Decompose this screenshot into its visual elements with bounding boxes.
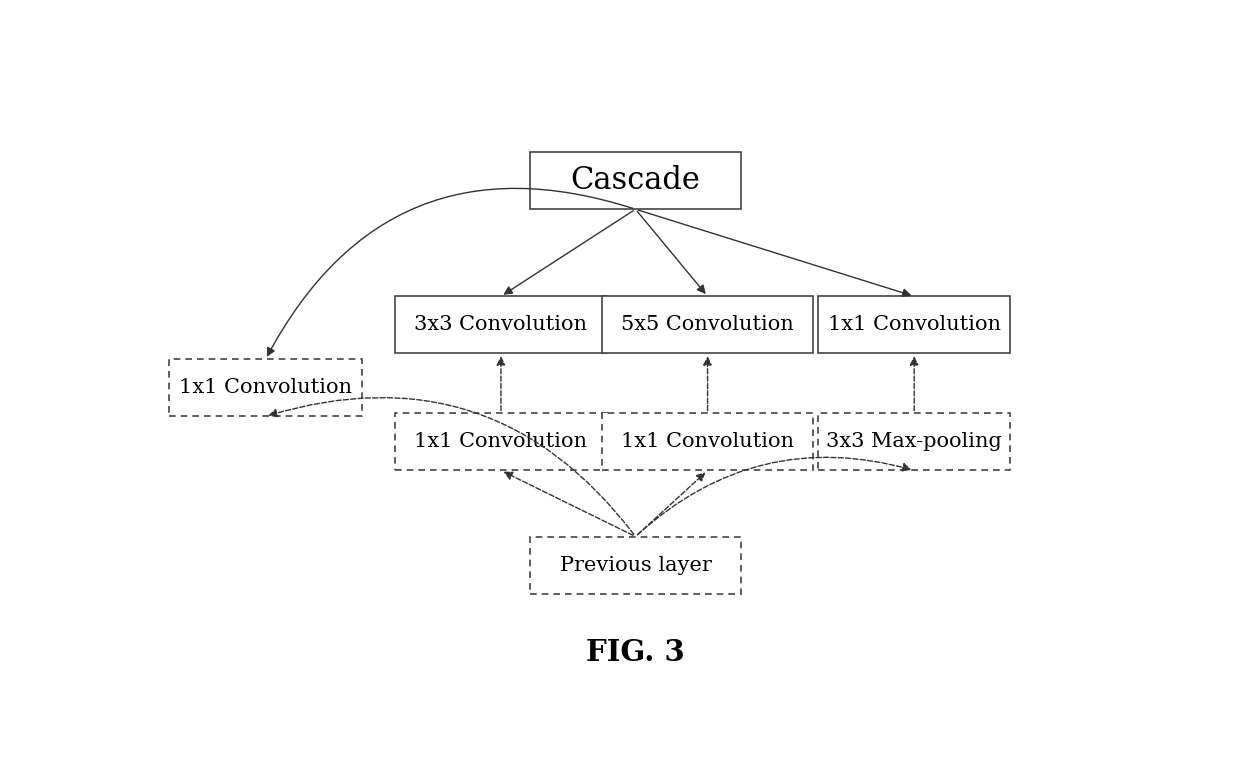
Text: 1x1 Convolution: 1x1 Convolution <box>179 378 352 397</box>
Text: 1x1 Convolution: 1x1 Convolution <box>621 432 794 452</box>
FancyBboxPatch shape <box>601 296 813 353</box>
Text: 1x1 Convolution: 1x1 Convolution <box>414 432 588 452</box>
Text: 3x3 Convolution: 3x3 Convolution <box>414 315 588 335</box>
Text: Previous layer: Previous layer <box>559 555 712 575</box>
Text: Cascade: Cascade <box>570 165 701 197</box>
FancyBboxPatch shape <box>396 296 606 353</box>
Text: FIG. 3: FIG. 3 <box>587 638 684 667</box>
Text: 3x3 Max-pooling: 3x3 Max-pooling <box>826 432 1002 452</box>
FancyBboxPatch shape <box>818 296 1011 353</box>
FancyBboxPatch shape <box>170 360 362 417</box>
Text: 5x5 Convolution: 5x5 Convolution <box>621 315 794 335</box>
FancyBboxPatch shape <box>601 413 813 470</box>
FancyBboxPatch shape <box>529 152 742 209</box>
FancyBboxPatch shape <box>396 413 606 470</box>
FancyBboxPatch shape <box>818 413 1011 470</box>
FancyBboxPatch shape <box>529 537 742 594</box>
Text: 1x1 Convolution: 1x1 Convolution <box>827 315 1001 335</box>
